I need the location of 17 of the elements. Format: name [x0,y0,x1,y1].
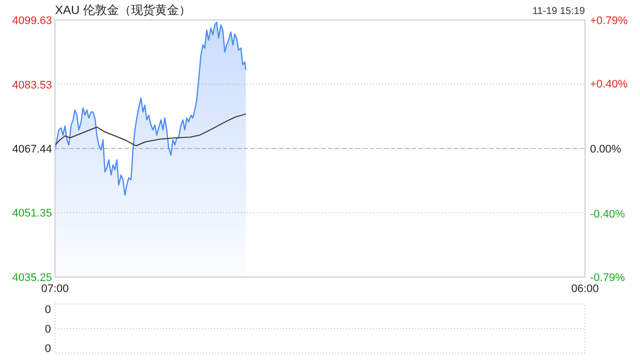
y2-tick-label: +0.79% [590,15,628,27]
x-tick-label: 06:00 [571,283,599,295]
y-tick-label: 4099.63 [12,15,52,27]
chart-title: XAU 伦敦金（现货黄金） [55,3,192,17]
y2-tick-label: +0.40% [590,78,628,90]
y-tick-label: 4083.53 [12,79,52,92]
text: 11-19 15:19 [532,6,586,17]
y2-tick-label: -0.40% [590,208,626,221]
text: 0 [44,343,51,355]
y2-tick-label: 0.00% [590,144,622,156]
y-tick-label: 4067.44 [12,144,52,156]
text: 0 [44,324,51,336]
y2-tick-label: -0.79% [590,272,626,284]
y-tick-label: 4051.35 [12,208,52,220]
y-tick-label: 4035.25 [12,272,52,284]
x-tick-label: 07:00 [41,283,69,295]
text: 0 [44,304,51,316]
